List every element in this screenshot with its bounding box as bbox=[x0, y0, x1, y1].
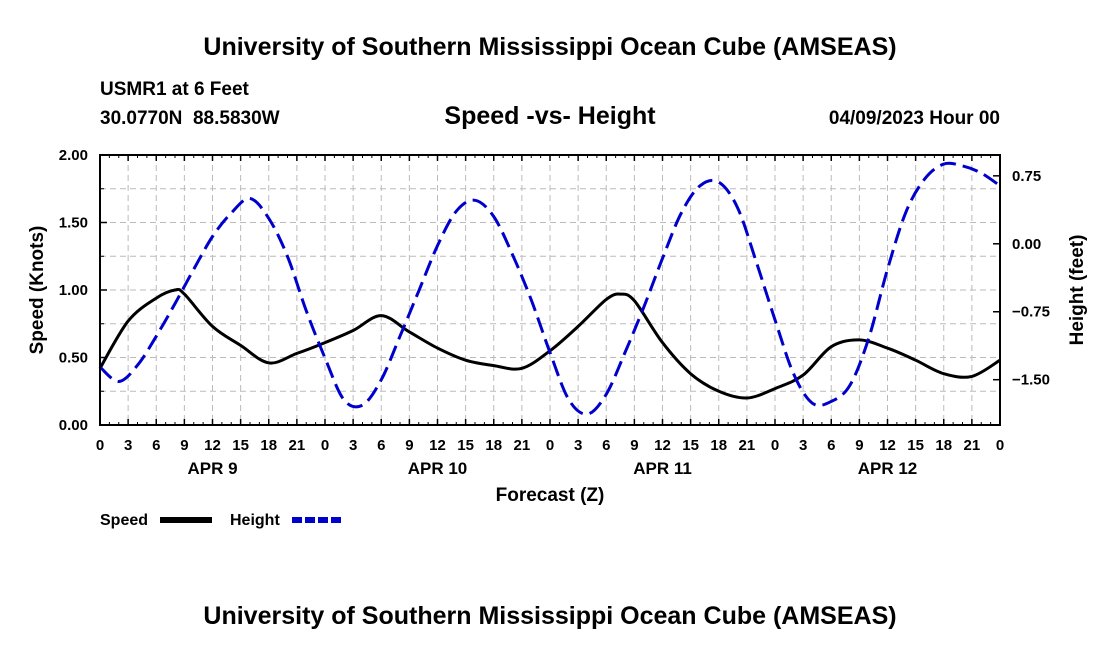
station-label: USMR1 at 6 Feet bbox=[100, 79, 250, 100]
tick-labels: 0 3 6 9 12 15 18 21 0 3 6 9 12 15 18 21 0 3 6 9 12 15 18 21 0 3 6 9… bbox=[59, 147, 1050, 478]
y2-axis-title: Height (feet) bbox=[1067, 235, 1088, 346]
legend-height-label: Height bbox=[230, 512, 280, 529]
x-tick-label: 0 bbox=[321, 437, 329, 454]
y-tick-label: 2.00 bbox=[59, 147, 88, 164]
grid-lines bbox=[100, 155, 1000, 425]
chart-title: Speed -vs- Height bbox=[444, 102, 656, 130]
x-tick-label: 3 bbox=[574, 437, 582, 454]
coordinates-label: 30.0770N 88.5830W bbox=[100, 108, 280, 129]
x-tick-label: 15 bbox=[907, 437, 924, 454]
day-label: APR 9 bbox=[187, 459, 237, 478]
x-tick-label: 15 bbox=[232, 437, 249, 454]
x-tick-label: 0 bbox=[546, 437, 554, 454]
x-tick-label: 6 bbox=[602, 437, 610, 454]
x-tick-label: 12 bbox=[429, 437, 446, 454]
x-tick-label: 12 bbox=[204, 437, 221, 454]
x-tick-label: 9 bbox=[630, 437, 638, 454]
plot-frame bbox=[99, 154, 1001, 426]
y2-tick-label: −0.75 bbox=[1012, 304, 1050, 321]
x-tick-label: 9 bbox=[180, 437, 188, 454]
x-tick-label: 6 bbox=[152, 437, 160, 454]
legend: Speed Height bbox=[100, 512, 342, 529]
x-tick-label: 18 bbox=[260, 437, 277, 454]
x-axis-title: Forecast (Z) bbox=[496, 485, 605, 506]
x-tick-label: 15 bbox=[682, 437, 699, 454]
x-tick-label: 9 bbox=[855, 437, 863, 454]
y2-tick-label: 0.00 bbox=[1012, 236, 1041, 253]
x-tick-label: 18 bbox=[710, 437, 727, 454]
y-tick-label: 1.50 bbox=[59, 215, 88, 232]
y-tick-label: 1.00 bbox=[59, 282, 88, 299]
x-tick-label: 21 bbox=[289, 437, 306, 454]
x-tick-label: 9 bbox=[405, 437, 413, 454]
x-tick-label: 18 bbox=[935, 437, 952, 454]
y-tick-label: 0.00 bbox=[59, 417, 88, 434]
x-tick-label: 21 bbox=[739, 437, 756, 454]
x-tick-label: 3 bbox=[799, 437, 807, 454]
x-tick-label: 15 bbox=[457, 437, 474, 454]
x-tick-label: 12 bbox=[879, 437, 896, 454]
x-tick-label: 3 bbox=[124, 437, 132, 454]
x-tick-label: 0 bbox=[96, 437, 104, 454]
height-series-line bbox=[98, 161, 1001, 416]
y-tick-label: 0.50 bbox=[59, 350, 88, 367]
x-tick-label: 6 bbox=[827, 437, 835, 454]
date-label: 04/09/2023 Hour 00 bbox=[829, 108, 1000, 129]
y2-tick-label: 0.75 bbox=[1012, 168, 1041, 185]
y2-tick-label: −1.50 bbox=[1012, 372, 1050, 389]
main-title: University of Southern Mississippi Ocean… bbox=[203, 33, 896, 61]
footer-title: University of Southern Mississippi Ocean… bbox=[203, 602, 896, 630]
x-tick-label: 21 bbox=[514, 437, 531, 454]
day-label: APR 10 bbox=[408, 459, 468, 478]
x-tick-label: 3 bbox=[349, 437, 357, 454]
x-tick-label: 18 bbox=[485, 437, 502, 454]
x-tick-label: 21 bbox=[964, 437, 981, 454]
legend-speed-label: Speed bbox=[100, 512, 148, 529]
series-layer bbox=[98, 161, 1001, 416]
x-tick-label: 0 bbox=[771, 437, 779, 454]
x-tick-label: 0 bbox=[996, 437, 1004, 454]
day-label: APR 11 bbox=[633, 459, 692, 478]
day-label: APR 12 bbox=[858, 459, 918, 478]
y-axis-title: Speed (Knots) bbox=[27, 226, 48, 355]
x-tick-label: 12 bbox=[654, 437, 671, 454]
x-tick-label: 6 bbox=[377, 437, 385, 454]
